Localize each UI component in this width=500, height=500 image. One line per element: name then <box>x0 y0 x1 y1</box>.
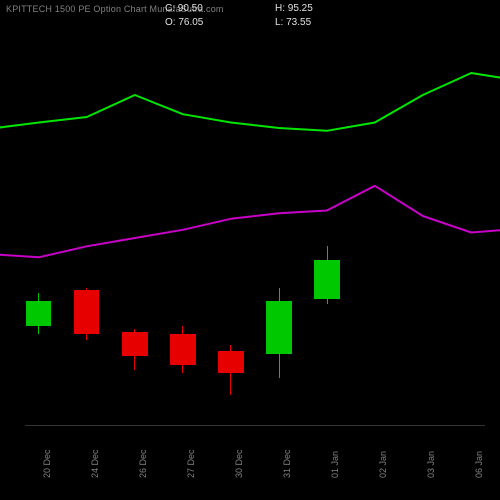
x-tick-label: 06 Jan <box>474 451 484 478</box>
x-tick-label: 01 Jan <box>330 451 340 478</box>
low-value: 73.55 <box>286 17 311 28</box>
x-tick-label: 03 Jan <box>426 451 436 478</box>
x-tick-label: 20 Dec <box>42 449 52 478</box>
x-axis-line <box>25 425 485 426</box>
x-tick-label: 27 Dec <box>186 449 196 478</box>
x-tick-label: 26 Dec <box>138 449 148 478</box>
high-value: 95.25 <box>288 3 313 14</box>
x-tick-label: 30 Dec <box>234 449 244 478</box>
x-tick-label: 02 Jan <box>378 451 388 478</box>
x-axis-labels: 20 Dec 24 Dec 26 Dec 27 Dec 30 Dec 31 Dec 01 J… <box>25 430 485 490</box>
open-label: O: <box>165 17 176 28</box>
close-label: C: <box>165 3 175 14</box>
close-value: 90.50 <box>178 3 203 14</box>
x-tick-label: 31 Dec <box>282 449 292 478</box>
open-value: 76.05 <box>178 17 203 28</box>
low-label: L: <box>275 17 283 28</box>
price-plot <box>25 40 485 425</box>
lower-band-line <box>25 40 485 425</box>
x-tick-label: 24 Dec <box>90 449 100 478</box>
high-label: H: <box>275 3 285 14</box>
ohlc-block-left: C: 90.50 O: 76.05 <box>165 2 203 30</box>
ohlc-block-right: H: 95.25 L: 73.55 <box>275 2 313 30</box>
